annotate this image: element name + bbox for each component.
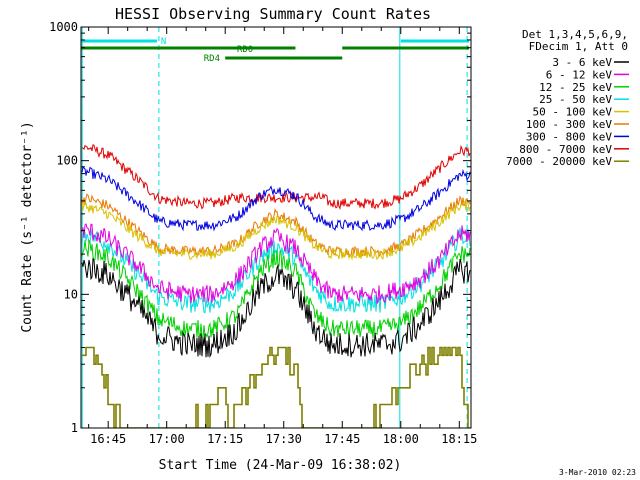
series-line-7000-20000-kev: [82, 346, 471, 428]
legend-label: 50 - 100 keV: [533, 106, 613, 119]
series-line-100-300-kev: [81, 193, 471, 258]
y-tick-label: 10: [64, 287, 78, 301]
legend-label: 100 - 300 keV: [526, 118, 612, 131]
series-line-800-7000-kev: [81, 144, 471, 210]
x-tick-label: 17:30: [266, 432, 302, 446]
series-line-50-100-kev: [81, 200, 471, 261]
legend-label: 12 - 25 keV: [539, 81, 612, 94]
x-axis-label: Start Time (24-Mar-09 16:38:02): [159, 458, 402, 473]
legend-label: 800 - 7000 keV: [519, 143, 612, 156]
state-label-n: N: [161, 37, 166, 47]
legend-label: 25 - 50 keV: [539, 93, 612, 106]
x-tick-label: 18:15: [441, 432, 477, 446]
plot-frame: [80, 26, 472, 429]
series-line-25-50-kev: [81, 227, 471, 314]
x-tick-label: 17:45: [324, 432, 360, 446]
footer-timestamp: 3-Mar-2010 02:23: [559, 468, 636, 477]
series-line-12-25-kev: [81, 239, 471, 340]
legend-header: FDecim 1, Att 0: [529, 40, 628, 53]
y-tick-label: 100: [56, 154, 78, 168]
x-tick-label: 17:15: [207, 432, 243, 446]
y-axis-label: Count Rate (s⁻¹ detector⁻¹): [20, 121, 35, 332]
x-tick-label: 16:45: [90, 432, 126, 446]
legend-label: 300 - 800 keV: [526, 130, 612, 143]
legend-label: 3 - 6 keV: [552, 56, 612, 69]
series-line-300-800-kev: [81, 166, 471, 232]
plot-area: N RD0 RD4: [81, 27, 471, 428]
legend: Det 1,3,4,5,6,9,FDecim 1, Att 0 3 - 6 keV…: [506, 28, 629, 168]
y-tick-label: 1000: [49, 20, 78, 34]
chart-title: HESSI Observing Summary Count Rates: [115, 5, 431, 23]
state-label-rd0: RD0: [237, 45, 253, 55]
series-line-3-6-kev: [81, 257, 471, 359]
x-tick-label: 18:00: [383, 432, 419, 446]
x-tick-label: 17:00: [149, 432, 185, 446]
state-label-rd4: RD4: [204, 54, 220, 64]
legend-label: 7000 - 20000 keV: [506, 155, 612, 168]
y-tick-label: 1: [71, 421, 78, 435]
legend-label: 6 - 12 keV: [546, 68, 613, 81]
x-axis: 16:45 17:00 17:15 17:30 17:45 18:00 18:15: [88, 27, 477, 446]
legend-header: Det 1,3,4,5,6,9,: [522, 28, 628, 41]
y-axis: 1 10 100 1000: [49, 20, 471, 435]
series-line-6-12-kev: [81, 223, 471, 305]
